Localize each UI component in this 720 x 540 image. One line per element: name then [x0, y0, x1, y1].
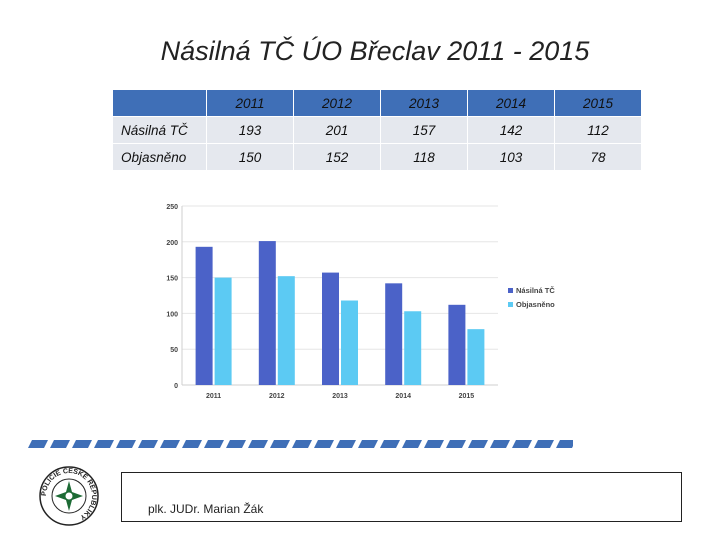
- bar-nasilna-2011: [195, 246, 213, 385]
- slide-title: Násilná TČ ÚO Břeclav 2011 - 2015: [160, 36, 590, 66]
- legend-swatch: [508, 288, 513, 293]
- legend-label: Násilná TČ: [516, 286, 555, 295]
- police-logo: POLICIE ČESKÉ REPUBLIKY: [39, 466, 99, 526]
- table-row: Násilná TČ 193 201 157 142 112: [112, 116, 642, 144]
- y-tick-label: 100: [166, 311, 178, 318]
- author-name: plk. JUDr. Marian Žák: [148, 502, 264, 516]
- table-row: Objasněno 150 152 118 103 78: [112, 143, 642, 171]
- table-cell: 103: [467, 143, 555, 171]
- bar-nasilna-2014: [385, 283, 403, 385]
- table-cell: 193: [206, 116, 294, 144]
- x-tick-label: 2015: [459, 393, 475, 400]
- bar-chart: 0 50 100 150 200 250 2011 2012 2013 2014 2015 Násil…: [166, 204, 555, 400]
- bar-objasneno-2011: [214, 277, 232, 385]
- table-cell: 118: [380, 143, 468, 171]
- table-header-cell: 2012: [293, 89, 381, 117]
- table-corner-cell: [112, 89, 207, 117]
- x-tick-label: 2013: [332, 393, 348, 400]
- y-tick-label: 200: [166, 240, 178, 247]
- bar-nasilna-2013: [322, 272, 339, 385]
- data-table: 2011 2012 2013 2014 2015 Násilná TČ 193 …: [112, 89, 642, 171]
- y-tick-label: 150: [166, 276, 178, 283]
- divider-stripe: [28, 440, 573, 448]
- y-tick-label: 250: [166, 204, 178, 211]
- bar-objasneno-2014: [404, 311, 422, 385]
- x-tick-label: 2011: [206, 393, 221, 400]
- bar-nasilna-2012: [258, 241, 276, 385]
- footer-box: plk. JUDr. Marian Žák: [121, 472, 682, 522]
- table-header-cell: 2011: [206, 89, 294, 117]
- table-cell: 78: [554, 143, 642, 171]
- table-cell: 201: [293, 116, 381, 144]
- table-header-cell: 2013: [380, 89, 468, 117]
- table-cell: 152: [293, 143, 381, 171]
- table-cell: 157: [380, 116, 468, 144]
- bar-nasilna-2015: [448, 304, 466, 385]
- bar-objasneno-2012: [277, 276, 295, 385]
- x-tick-label: 2012: [269, 393, 285, 400]
- y-tick-label: 50: [170, 347, 178, 354]
- table-cell: 112: [554, 116, 642, 144]
- y-tick-label: 0: [174, 383, 178, 390]
- legend-label: Objasněno: [516, 300, 555, 309]
- table-cell: 142: [467, 116, 555, 144]
- row-label-nasilna: Násilná TČ: [112, 116, 207, 144]
- table-header-cell: 2014: [467, 89, 555, 117]
- row-label-objasneno: Objasněno: [112, 143, 207, 171]
- bar-objasneno-2015: [467, 329, 485, 385]
- legend-swatch: [508, 302, 513, 307]
- table-cell: 150: [206, 143, 294, 171]
- x-tick-label: 2014: [395, 393, 411, 400]
- table-header-cell: 2015: [554, 89, 642, 117]
- table-header-row: 2011 2012 2013 2014 2015: [112, 89, 642, 117]
- bar-objasneno-2013: [341, 300, 358, 385]
